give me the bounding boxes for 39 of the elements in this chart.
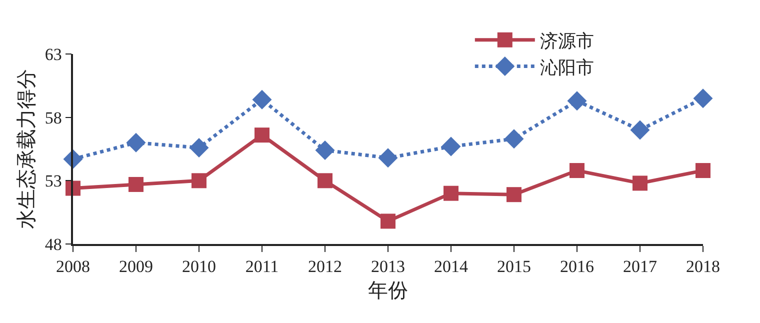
y-tick-label: 63 <box>44 44 62 64</box>
point <box>632 176 648 191</box>
y-axis-title: 水生态承载力得分 <box>16 69 38 229</box>
point <box>252 90 272 110</box>
y-tick-label: 53 <box>44 172 62 191</box>
point <box>444 186 458 201</box>
point <box>126 132 146 152</box>
point <box>630 120 650 140</box>
point <box>567 91 587 111</box>
point <box>378 148 398 168</box>
x-tick-label: 2009 <box>119 257 153 276</box>
point <box>192 173 206 188</box>
point <box>318 173 332 188</box>
x-tick-label: 2016 <box>560 257 594 276</box>
point <box>254 128 270 143</box>
point <box>441 136 461 156</box>
y-tick-label: 48 <box>44 234 62 254</box>
x-tick-label: 2008 <box>56 257 90 276</box>
x-tick-label: 2010 <box>182 257 216 276</box>
x-tick-label: 2017 <box>623 257 658 276</box>
point <box>315 140 335 160</box>
point <box>570 163 584 178</box>
point <box>128 176 144 192</box>
x-tick-label: 2018 <box>686 257 720 276</box>
x-tick-label: 2015 <box>497 257 531 276</box>
legend-label: 沁阳市 <box>540 57 594 78</box>
point <box>380 214 396 229</box>
y-tick-label: 58 <box>44 108 62 128</box>
x-tick-label: 2014 <box>434 257 468 276</box>
legend-label: 济源市 <box>540 30 594 51</box>
point <box>696 163 710 178</box>
point <box>506 187 522 202</box>
point <box>504 129 524 149</box>
x-tick-label: 2012 <box>308 257 342 276</box>
x-tick-label: 2013 <box>371 257 405 276</box>
point <box>693 88 713 108</box>
point <box>189 138 209 158</box>
x-axis-title: 年份 <box>368 280 408 302</box>
x-tick-label: 2011 <box>245 257 279 276</box>
